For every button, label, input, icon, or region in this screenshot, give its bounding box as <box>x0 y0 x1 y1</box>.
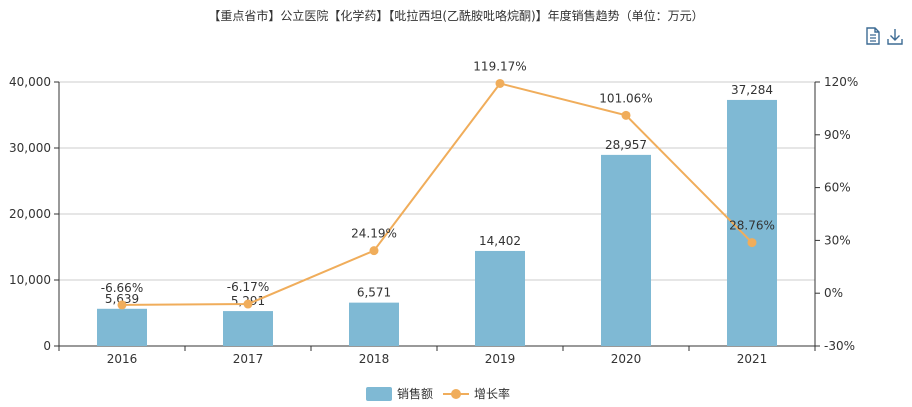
x-tick-label: 2016 <box>107 352 138 366</box>
x-tick-label: 2020 <box>611 352 642 366</box>
line-point <box>117 300 127 310</box>
line-point <box>747 238 757 248</box>
y-left-tick-label: 20,000 <box>9 207 51 221</box>
line-point <box>495 78 505 88</box>
y-right-tick-label: 90% <box>824 128 851 142</box>
x-tick-label: 2018 <box>359 352 390 366</box>
y-right-tick-label: 30% <box>824 233 851 247</box>
bar-sales <box>223 311 273 346</box>
line-data-label: 28.76% <box>729 219 775 233</box>
bar-data-label: 14,402 <box>479 234 521 248</box>
legend-label-growth: 增长率 <box>474 386 510 401</box>
y-left-tick-label: 40,000 <box>9 75 51 89</box>
legend-swatch-growth-dot <box>451 389 461 399</box>
y-left-tick-label: 0 <box>43 339 51 353</box>
y-right-tick-label: -30% <box>824 339 855 353</box>
bar-data-label: 28,957 <box>605 138 647 152</box>
line-point <box>369 246 379 256</box>
bar-sales <box>349 302 399 346</box>
bar-sales <box>727 99 777 346</box>
line-data-label: 101.06% <box>599 91 652 105</box>
bar-sales <box>97 308 147 346</box>
legend-label-sales: 销售额 <box>397 386 433 401</box>
legend-swatch-sales <box>366 387 392 401</box>
bar-data-label: 6,571 <box>357 286 391 300</box>
line-data-label: -6.66% <box>101 281 143 295</box>
y-left-tick-label: 10,000 <box>9 273 51 287</box>
line-data-label: 119.17% <box>473 59 526 73</box>
x-tick-label: 2021 <box>737 352 768 366</box>
line-data-label: 24.19% <box>351 227 397 241</box>
bar-sales <box>475 250 525 346</box>
x-tick-label: 2017 <box>233 352 264 366</box>
download-icon[interactable] <box>886 26 904 46</box>
data-view-icon[interactable] <box>864 26 882 46</box>
line-point <box>243 299 253 309</box>
x-tick-label: 2019 <box>485 352 516 366</box>
y-right-tick-label: 120% <box>824 75 858 89</box>
line-growth-rate <box>121 82 753 306</box>
bar-data-label: 5,639 <box>105 292 139 306</box>
y-right-tick-label: 60% <box>824 181 851 195</box>
bar-sales <box>601 154 651 346</box>
bar-data-label: 37,284 <box>731 83 773 97</box>
y-left-tick-label: 30,000 <box>9 141 51 155</box>
line-data-label: -6.17% <box>227 280 269 294</box>
line-point <box>621 110 631 120</box>
y-right-tick-label: 0% <box>824 286 843 300</box>
chart-title: 【重点省市】公立医院【化学药】【吡拉西坦(乙酰胺吡咯烷酮)】年度销售趋势（单位：… <box>208 9 704 23</box>
